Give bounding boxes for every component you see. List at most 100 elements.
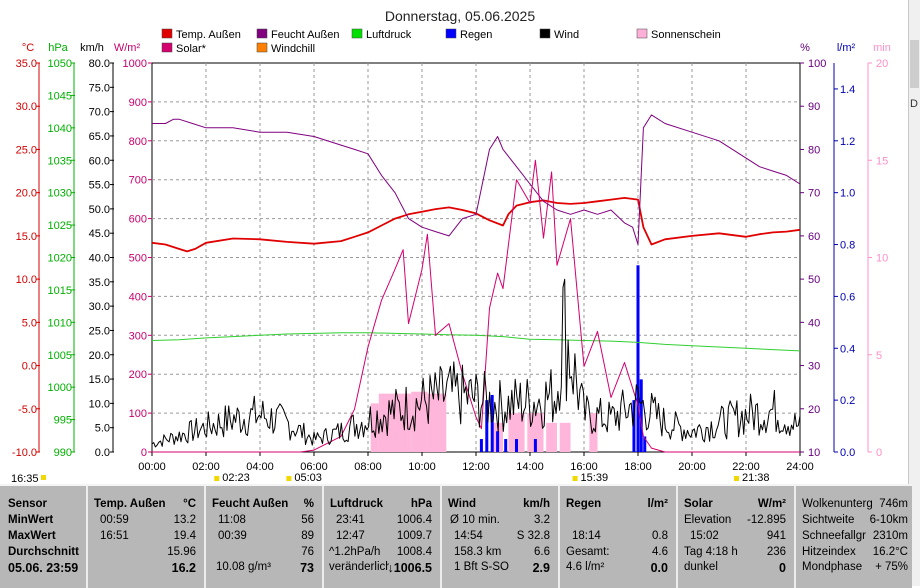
sun-marker xyxy=(214,476,220,481)
hum-max: 89 xyxy=(301,530,314,542)
x-tick-label: 06:00 xyxy=(300,461,328,473)
axis-label-temp: 25.0 xyxy=(16,144,37,156)
rain-bar xyxy=(485,400,489,452)
axis-unit-temp: °C xyxy=(22,42,34,54)
axis-label-pressure: 1005 xyxy=(48,350,72,362)
temp-header: Temp. Außen xyxy=(94,498,166,510)
wind-gust-time: 14:54 xyxy=(454,530,483,542)
rain-bar xyxy=(504,439,508,452)
series-line-humidity xyxy=(152,114,801,245)
legend-swatch xyxy=(539,28,551,39)
series-line-solar xyxy=(152,159,800,453)
temp-min: 13.2 xyxy=(173,514,196,526)
axis-label-rain: 0.8 xyxy=(840,240,855,252)
wind-gust: S 32.8 xyxy=(516,530,550,542)
x-tick-label: 00:00 xyxy=(138,461,166,473)
rain-total: 4.6 xyxy=(652,546,668,558)
axis-label-pressure: 1025 xyxy=(48,220,72,232)
rain-bar xyxy=(632,400,636,452)
scrollbar-thumb[interactable] xyxy=(910,40,919,88)
axis-unit-pressure: hPa xyxy=(48,42,68,54)
axis-label-pressure: 1040 xyxy=(48,123,72,135)
axis-label-rain: 1.0 xyxy=(840,188,855,200)
solar-column: Solar W/m² Elevation -12.895 15:02 941 Tag … xyxy=(678,486,796,588)
x-tick-label: 20:00 xyxy=(678,461,706,473)
axis-label-wind: 70.0 xyxy=(89,107,110,119)
temp-column: Temp. Außen °C 00:59 13.2 16:51 19.4 15.96 … xyxy=(88,486,206,588)
legend-label: Windchill xyxy=(271,43,315,55)
stats-panel: Sensor MinWert MaxWert Durchschnitt 05.0… xyxy=(0,484,912,588)
rain-day: 4.6 l/m² xyxy=(566,561,605,573)
vertical-scrollbar[interactable]: D xyxy=(908,0,920,586)
legend-label: Regen xyxy=(460,29,492,41)
axis-label-humidity: 50 xyxy=(808,274,820,286)
pressure-column: Luftdruck hPa 23:41 1006.4 12:47 1009.7 ^1.… xyxy=(324,486,442,588)
axis-label-wind: 50.0 xyxy=(89,204,110,216)
axis-label-humidity: 80 xyxy=(808,144,820,156)
sunshine-bar xyxy=(411,391,428,452)
axis-label-solar: 200 xyxy=(129,369,147,381)
legend-label: Feucht Außen xyxy=(271,29,340,41)
x-tick-label: 08:00 xyxy=(354,461,382,473)
x-tick-label: 02:00 xyxy=(192,461,220,473)
misc-label: Schneefallgr xyxy=(802,530,866,542)
sunshine-bar xyxy=(589,413,598,452)
axis-label-rain: 0.6 xyxy=(840,291,855,303)
axis-unit-rain: l/m² xyxy=(837,42,856,54)
hum-header: Feucht Außen xyxy=(212,498,289,510)
hum-abs: 10.08 g/m³ xyxy=(216,561,271,573)
x-tick-label: 24:00 xyxy=(786,461,814,473)
x-tick-label: 22:00 xyxy=(732,461,760,473)
axis-label-humidity: 60 xyxy=(808,231,820,243)
axis-label-humidity: 10 xyxy=(808,447,820,459)
press-header: Luftdruck xyxy=(330,498,384,510)
misc-value: 2310m xyxy=(872,530,908,542)
axis-label-humidity: 70 xyxy=(808,188,820,200)
rain-bar xyxy=(636,265,640,452)
axis-label-humidity: 90 xyxy=(808,101,820,113)
chart-title: Donnerstag, 05.06.2025 xyxy=(385,8,535,24)
axis-label-pressure: 995 xyxy=(54,415,72,427)
press-max-time: 12:47 xyxy=(336,530,365,542)
solar-max: 941 xyxy=(766,530,786,542)
humidity-column: Feucht Außen% 11:08 56 00:39 89 76 10.08 g… xyxy=(206,486,324,588)
temp-min-time: 00:59 xyxy=(100,514,129,526)
axis-label-rain: 1.4 xyxy=(840,84,855,96)
wind-current: 2.9 xyxy=(532,561,550,575)
axis-label-solar: 300 xyxy=(129,330,147,342)
solar-elevation-label: Elevation xyxy=(684,514,732,526)
wind-bft: 1 Bft S-SO xyxy=(454,561,509,573)
rain-bar xyxy=(490,394,494,452)
sunshine-bar xyxy=(370,403,379,452)
x-tick-label: 10:00 xyxy=(408,461,436,473)
temp-max-time: 16:51 xyxy=(100,530,129,542)
sun-marker-label: 21:38 xyxy=(742,472,770,484)
axis-label-pressure: 990 xyxy=(54,447,72,459)
sun-marker-label: 05:03 xyxy=(294,472,322,484)
legend-swatch xyxy=(161,42,173,53)
axis-label-wind: 0.0 xyxy=(95,447,110,459)
axis-label-solar: 600 xyxy=(129,214,147,226)
axis-label-solar: 700 xyxy=(129,175,147,187)
rain-bar xyxy=(496,431,500,452)
wind-avg10: 3.2 xyxy=(534,514,550,526)
sunshine-bar xyxy=(559,422,571,452)
legend-swatch xyxy=(256,42,268,53)
temp-avg: 15.96 xyxy=(167,546,196,558)
axis-label-wind: 45.0 xyxy=(89,228,110,240)
solar-daylength: Tag 4:18 h xyxy=(684,546,738,558)
misc-value: 16.2°C xyxy=(872,546,908,558)
axis-label-solar: 1000 xyxy=(123,58,147,70)
axis-label-pressure: 1020 xyxy=(48,253,72,265)
misc-value: + 75% xyxy=(875,561,908,573)
sun-marker-label: 15:39 xyxy=(581,472,609,484)
legend-swatch xyxy=(445,28,457,39)
press-max: 1009.7 xyxy=(396,530,432,542)
hum-max-time: 00:39 xyxy=(218,530,247,542)
rain-max: 0.8 xyxy=(652,530,668,542)
axis-label-temp: 5.0 xyxy=(22,317,37,329)
temp-max: 19.4 xyxy=(173,530,196,542)
axis-label-temp: 0.0 xyxy=(22,361,37,373)
press-min: 1006.4 xyxy=(396,514,432,526)
sensor-column: Sensor MinWert MaxWert Durchschnitt 05.0… xyxy=(0,486,88,588)
